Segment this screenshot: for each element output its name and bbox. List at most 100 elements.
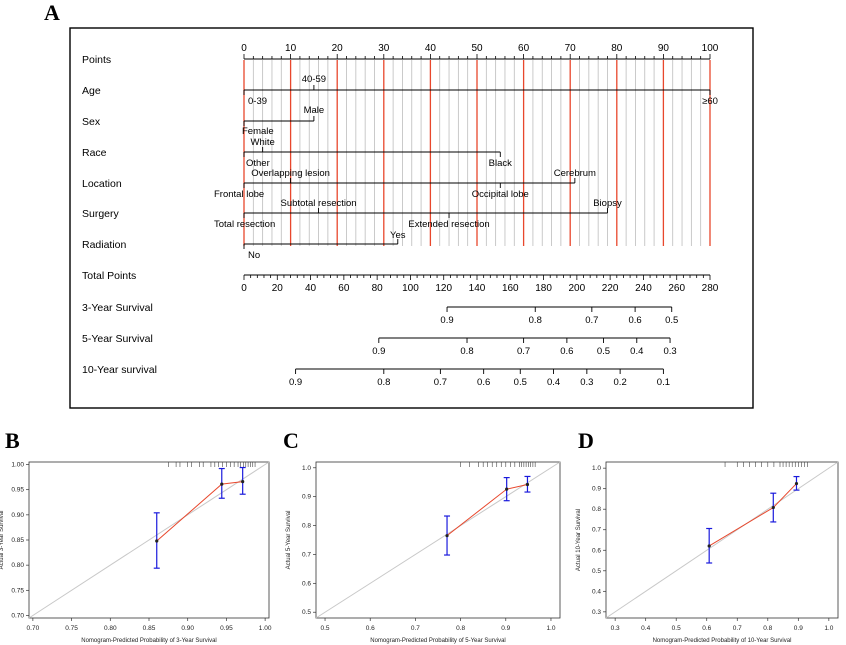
y-tick-label: 0.9 [592,486,601,493]
y-tick-label: 0.4 [592,588,601,595]
survival-tick-label: 0.8 [460,346,473,357]
x-tick-label: 0.8 [763,625,772,632]
x-tick-label: 0.5 [321,625,330,632]
level-label: Extended resection [408,219,489,230]
ideal-diagonal [605,461,839,619]
x-tick-label: 1.0 [546,625,555,632]
calibration-point [155,539,159,543]
row-label: Surgery [82,208,120,220]
y-tick-label: 1.00 [11,462,24,469]
total-points-tick-label: 60 [338,283,350,294]
survival-tick-label: 0.6 [628,315,641,326]
total-points-tick-label: 140 [469,283,486,294]
survival-tick-label: 0.9 [289,377,302,388]
survival-tick-label: 0.7 [434,377,447,388]
x-tick-label: 0.8 [456,625,465,632]
level-label: Biopsy [593,198,622,209]
y-axis-title: Actual 10-Year Survival [576,509,582,571]
y-tick-label: 1.0 [592,465,601,472]
plot-frame [605,461,839,619]
x-tick-label: 0.90 [181,625,194,632]
points-tick-label: 90 [658,43,670,54]
y-axis-title: Actual 5-Year Survival [286,511,292,570]
total-points-tick-label: 180 [535,283,552,294]
row-label: Total Points [82,270,136,282]
calibration-point [445,534,449,538]
y-tick-label: 0.5 [302,609,311,616]
x-tick-label: 1.00 [259,625,272,632]
survival-tick-label: 0.3 [580,377,593,388]
level-label: Occipital lobe [472,189,529,200]
survival-tick-label: 0.8 [529,315,542,326]
total-points-tick-label: 0 [241,283,247,294]
y-tick-label: 0.85 [11,537,24,544]
survival-tick-label: 0.4 [630,346,643,357]
row-label: Points [82,54,111,66]
y-tick-label: 0.5 [592,568,601,575]
x-tick-label: 0.6 [702,625,711,632]
y-tick-label: 0.7 [592,527,601,534]
level-label: No [248,250,260,261]
x-tick-label: 0.5 [672,625,681,632]
nomogram-frame [69,27,754,409]
plot-frame [315,461,561,619]
total-points-tick-label: 280 [702,283,719,294]
panel-label-d: D [578,428,594,453]
x-axis-title: Nomogram-Predicted Probability of 3-Year… [81,638,217,644]
survival-tick-label: 0.9 [440,315,453,326]
level-label: Female [242,126,274,137]
calibration-point [505,487,509,491]
total-points-tick-label: 160 [502,283,519,294]
y-tick-label: 0.8 [592,506,601,513]
y-tick-label: 0.8 [302,523,311,530]
panel-label-c: C [283,428,299,453]
level-label: Other [246,158,270,169]
y-tick-label: 0.6 [302,580,311,587]
ideal-diagonal [28,461,270,619]
total-points-tick-label: 40 [305,283,317,294]
level-label: Male [304,105,325,116]
x-tick-label: 0.80 [104,625,117,632]
level-label: ≥60 [702,96,718,107]
survival-tick-label: 0.6 [477,377,490,388]
survival-tick-label: 0.3 [663,346,676,357]
total-points-tick-label: 240 [635,283,652,294]
level-label: 40-59 [302,74,326,85]
x-tick-label: 0.9 [794,625,803,632]
nomogram-chart: Points Age Sex Race Location Surgery Radiation… [69,27,754,409]
survival-tick-label: 0.7 [517,346,530,357]
survival-tick-label: 0.5 [597,346,610,357]
survival-tick-label: 0.1 [657,377,670,388]
level-label: Black [489,158,512,169]
survival-tick-label: 0.2 [614,377,627,388]
x-axis-title: Nomogram-Predicted Probability of 5-Year… [370,638,506,644]
survival-tick-label: 0.6 [560,346,573,357]
points-tick-label: 10 [285,43,297,54]
x-tick-label: 0.4 [641,625,650,632]
y-tick-label: 0.70 [11,612,24,619]
y-tick-label: 0.75 [11,587,24,594]
x-tick-label: 0.95 [220,625,233,632]
x-tick-label: 0.85 [143,625,156,632]
row-label: 5-Year Survival [82,333,153,345]
y-tick-label: 0.95 [11,487,24,494]
survival-tick-label: 0.8 [377,377,390,388]
survival-tick-label: 0.7 [585,315,598,326]
points-tick-label: 50 [471,43,483,54]
points-tick-label: 40 [425,43,437,54]
calibration-point [241,480,245,484]
calibration-plot-5-year: 0.5 0.6 0.7 0.8 0.9 1.0 0.5 0.6 0.7 0.8 0.9 1.0 Nomo… [286,461,561,644]
y-axis-title: Actual 3-Year Survival [0,511,5,570]
level-label: Frontal lobe [214,189,264,200]
calibration-plot-3-year: 0.70 0.75 0.80 0.85 0.90 0.95 1.00 0.70 0.75 0.80… [0,461,272,644]
survival-tick-label: 0.5 [514,377,527,388]
calibration-line [156,481,243,542]
total-points-tick-label: 20 [272,283,284,294]
level-label: Overlapping lesion [251,168,330,179]
x-tick-label: 0.3 [611,625,620,632]
row-label: Radiation [82,239,127,251]
ideal-diagonal [315,461,561,619]
points-tick-label: 60 [518,43,530,54]
calibration-plot-10-year: 0.3 0.4 0.5 0.6 0.7 0.8 0.9 1.0 0.3 0.4 0.5 0.6 0.7 0… [576,461,839,644]
row-label: Location [82,178,122,190]
